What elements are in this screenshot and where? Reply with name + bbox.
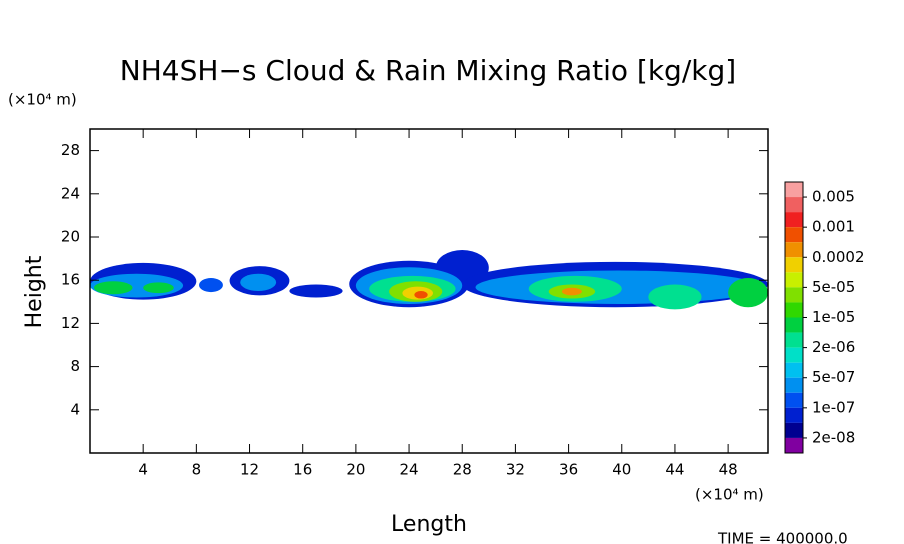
x-unit: (×10⁴ m) <box>695 486 764 504</box>
colorbar-swatch <box>785 407 803 423</box>
plot-frame <box>89 128 769 454</box>
x-tick-label: 28 <box>453 461 472 479</box>
cloud-region <box>199 278 223 293</box>
colorbar-swatch <box>785 227 803 243</box>
x-tick-label: 8 <box>192 461 202 479</box>
colorbar-swatch <box>785 437 803 453</box>
colorbar-swatch <box>785 422 803 438</box>
colorbar-swatch <box>785 242 803 258</box>
x-tick-label: 40 <box>612 461 631 479</box>
colorbar-label: 2e-08 <box>812 428 855 446</box>
colorbar-swatch <box>785 302 803 318</box>
cloud-region <box>143 282 174 294</box>
x-tick-label: 36 <box>559 461 578 479</box>
x-tick-label: 12 <box>240 461 259 479</box>
colorbar-swatch <box>785 272 803 288</box>
x-tick-label: 24 <box>400 461 419 479</box>
x-tick-label: 32 <box>506 461 525 479</box>
colorbar-label: 0.001 <box>812 218 855 236</box>
cloud-region <box>648 284 702 310</box>
y-tick-label: 24 <box>61 184 80 202</box>
cloud-region <box>240 273 277 291</box>
colorbar-swatch <box>785 182 803 198</box>
colorbar-swatch <box>785 197 803 213</box>
colorbar-label: 1e-07 <box>812 398 855 416</box>
x-tick-label: 4 <box>138 461 148 479</box>
cloud-region <box>728 278 768 308</box>
chart-title: NH4SH−s Cloud & Rain Mixing Ratio [kg/kg… <box>120 54 736 87</box>
cloud-region <box>93 281 133 295</box>
colorbar-label: 1e-05 <box>812 308 855 326</box>
colorbar-swatch <box>785 332 803 348</box>
y-tick-label: 28 <box>61 141 80 159</box>
x-tick-label: 44 <box>665 461 684 479</box>
x-tick-label: 20 <box>346 461 365 479</box>
y-tick-label: 12 <box>61 314 80 332</box>
x-tick-label: 48 <box>719 461 738 479</box>
x-axis-label: Length <box>391 512 467 537</box>
colorbar-label: 5e-05 <box>812 278 855 296</box>
x-tick-label: 16 <box>293 461 312 479</box>
colorbar-swatch <box>785 317 803 333</box>
y-tick-label: 8 <box>70 357 80 375</box>
y-axis-label: Height <box>22 255 47 328</box>
colorbar-swatch <box>785 347 803 363</box>
colorbar-swatch <box>785 257 803 273</box>
colorbar-swatch <box>785 212 803 228</box>
cloud-region <box>561 287 582 296</box>
colorbar-label: 0.0002 <box>812 248 865 266</box>
colorbar-swatch <box>785 377 803 393</box>
cloud-region <box>289 284 343 298</box>
y-tick-label: 4 <box>70 400 80 418</box>
cloud-region <box>414 291 428 299</box>
y-tick-label: 20 <box>61 228 80 246</box>
colorbar-label: 2e-06 <box>812 338 855 356</box>
time-footer: TIME = 400000.0 <box>717 530 848 544</box>
colorbar-swatch <box>785 392 803 408</box>
y-tick-label: 16 <box>61 271 80 289</box>
colorbar-swatch <box>785 362 803 378</box>
colorbar-swatch <box>785 287 803 303</box>
colorbar-label: 0.005 <box>812 188 855 206</box>
colorbar-label: 5e-07 <box>812 368 855 386</box>
y-unit: (×10⁴ m) <box>8 91 77 109</box>
